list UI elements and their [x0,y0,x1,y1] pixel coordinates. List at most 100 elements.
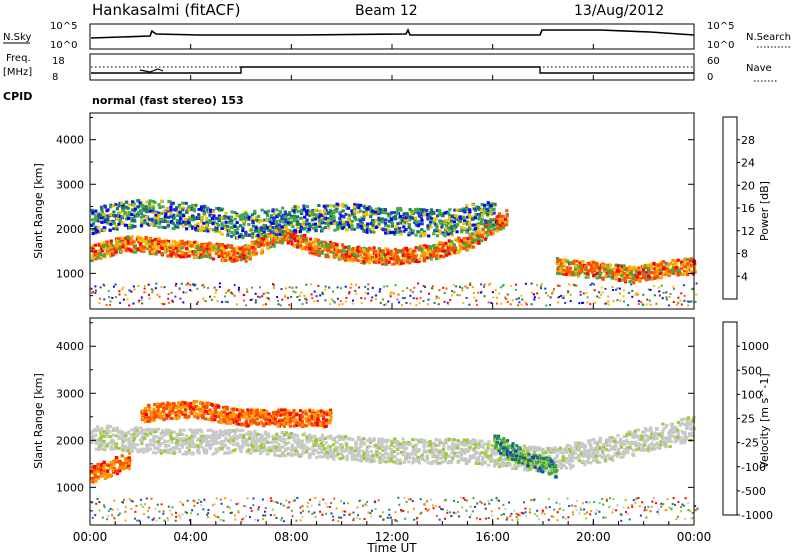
power-cell-424 [218,249,222,252]
velocity-cell-108 [120,433,125,437]
velocity-cell-1048 [405,447,409,450]
power-cell-558 [257,238,261,242]
power-cell-2117 [311,223,315,227]
power-cell-3498 [491,291,494,294]
power-cell-1436 [106,216,110,219]
velocity-cell-435 [221,433,225,437]
power-cell-1674 [178,213,182,217]
power-cell-2137 [317,222,321,226]
power-cell-1745 [200,225,204,229]
power-cell-2647 [470,217,474,221]
velocity-cell-364 [200,430,204,434]
power-cell-2414 [402,221,406,225]
power-cell-2314 [371,226,375,230]
power-cell-2387 [393,217,397,221]
power-cell-3060 [658,268,663,272]
power-cell-603 [271,242,275,246]
power-cell-2327 [374,226,378,229]
power-cell-2638 [468,210,472,214]
velocity-cell-1114 [426,449,430,453]
power-cell-1457 [112,213,116,217]
velocity-cell-99 [117,446,121,450]
velocity-cell-656 [286,441,291,445]
power-cell-1751 [202,208,206,212]
power-cell-1760 [205,226,209,230]
power-cell-3353 [305,298,308,301]
power-cell-302 [180,239,184,243]
power-cell-369 [199,248,203,252]
power-cell-2488 [423,209,427,213]
velocity-cell-870 [354,443,358,447]
power-cell-3282 [221,301,224,304]
power-cell-3361 [317,284,320,287]
power-cell-3419 [390,291,393,294]
power-cell-3176 [693,262,697,266]
power-cell-3542 [544,287,547,290]
velocity-cell-1104 [422,443,426,447]
power-cell-153 [135,235,140,239]
power-cell-1809 [218,208,222,212]
power-cell-2127 [314,214,319,218]
power-cell-494 [238,247,242,251]
power-cell-2789 [574,267,578,271]
velocity-cell-571 [264,432,268,436]
power-cell-1969 [266,209,271,213]
velocity-cell-803 [331,443,336,447]
power-cell-281 [175,249,180,253]
power-cell-446 [224,258,228,262]
power-cell-2959 [625,266,629,270]
nave-spike [139,68,164,73]
velocity-cell-104 [121,438,125,442]
power-cell-3303 [245,288,248,291]
velocity-cell-57 [105,426,109,430]
velocity-cell-1060 [412,447,416,451]
power-cbar-label-4: 12 [741,225,755,238]
velocity-cell-895 [360,455,364,459]
power-cell-944 [374,261,378,264]
power-cell-1654 [172,226,176,230]
power-cell-687 [296,245,300,249]
power-cell-3310 [254,299,257,302]
power-cell-3181 [90,287,93,290]
power-cell-1487 [120,201,124,205]
power-cell-566 [260,250,264,253]
power-cell-2041 [291,206,295,210]
velocity-cell-976 [383,452,387,456]
power-cell-1244 [465,245,469,249]
power-cell-1392 [93,216,97,220]
power-cell-2559 [444,219,448,223]
power-cell-2800 [580,269,584,273]
power-cell-1279 [473,238,478,242]
power-cell-3216 [138,299,141,302]
power-cell-3571 [582,292,585,295]
power-cell-667 [290,237,294,241]
power-cell-715 [304,238,308,242]
power-cell-239 [160,240,164,244]
power-cell-1706 [187,215,192,219]
power-cell-3307 [251,298,253,301]
power-cell-1669 [175,219,179,222]
power-cell-3153 [686,273,690,277]
power-cell-1684 [181,224,185,228]
power-cell-2241 [350,227,354,231]
power-cell-2368 [387,229,391,232]
power-cell-1915 [250,235,255,239]
velocity-cell-774 [324,441,328,445]
velocity-cell-892 [359,459,363,463]
power-cell-16 [93,243,97,247]
power-cell-3608 [627,304,630,307]
power-cell-3662 [695,282,698,285]
power-cell-2623 [466,215,470,219]
velocity-cell-1026 [398,442,402,446]
power-cell-2614 [461,215,466,219]
power-cell-23 [97,249,101,253]
power-cell-2169 [327,219,331,223]
power-cell-3032 [651,266,655,270]
power-cell-477 [233,258,237,262]
velocity-cell-1199 [451,456,455,460]
noise-right-label: N.Search [746,32,791,43]
power-cell-2977 [631,277,635,280]
velocity-cell-748 [314,438,318,442]
velocity-cell-448 [223,439,227,443]
